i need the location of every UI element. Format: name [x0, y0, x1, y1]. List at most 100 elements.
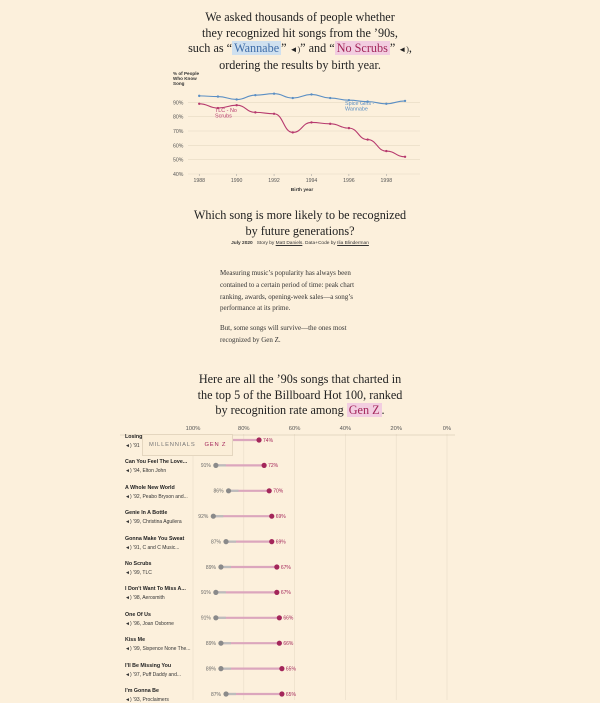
speaker-icon[interactable]: ◄)	[125, 646, 134, 653]
x-tick-label: 100%	[186, 426, 201, 432]
speaker-icon[interactable]: ◄)	[398, 45, 409, 54]
millennials-dot	[213, 462, 219, 468]
genz-dot	[269, 539, 275, 545]
no-scrubs-highlight[interactable]: No Scrubs	[334, 41, 390, 55]
genz-dot	[256, 437, 262, 443]
song-artist: Christina Aguilera	[142, 519, 182, 526]
speaker-icon[interactable]: ◄)	[125, 443, 134, 449]
millennials-value-label: 89%	[206, 666, 217, 672]
genz-value-label: 70%	[273, 489, 284, 495]
data-point	[310, 121, 313, 124]
song-title: No Scrubs	[125, 561, 152, 567]
song-meta: ◄) ’91, C and C Music...	[125, 545, 195, 551]
genz-value-label: 66%	[283, 641, 294, 647]
song-title: Gonna Make You Sweat	[125, 535, 185, 542]
story-author-link[interactable]: Matt Daniels	[275, 241, 303, 246]
y-tick-label: 70%	[173, 129, 184, 135]
byline-date: July 2020	[231, 241, 253, 246]
series-line-spice-girls	[199, 93, 406, 105]
x-tick-label: 40%	[340, 426, 352, 432]
speaker-icon[interactable]: ◄)	[125, 544, 134, 551]
genz-dot	[276, 640, 282, 646]
legend: MILLENNIALS GEN Z	[142, 434, 234, 456]
x-tick-label: 20%	[390, 426, 402, 432]
song-artist: Proclaimers	[142, 697, 169, 703]
speaker-icon[interactable]: ◄)	[125, 519, 134, 526]
song-meta: ◄) ’98, Aerosmith	[125, 595, 195, 601]
song-title: Can You Feel The Love...	[125, 459, 188, 466]
body-paragraph-2: But, some songs will survive—the ones mo…	[220, 324, 347, 344]
millennials-dot	[213, 615, 219, 621]
wannabe-highlight[interactable]: Wannabe	[232, 41, 282, 55]
data-point	[254, 93, 257, 97]
data-point	[198, 94, 201, 98]
song-year: ’99,	[133, 519, 143, 526]
x-tick-label: 1996	[343, 178, 355, 184]
question-heading: Which song is more likely to be recogniz…	[193, 208, 407, 238]
genz-value-label: 69%	[276, 514, 287, 520]
millennials-dot	[225, 488, 232, 494]
millennials-dot	[210, 513, 216, 519]
speaker-icon[interactable]: ◄)	[289, 45, 301, 54]
genz-value-label: 65%	[286, 666, 297, 672]
genz-value-label: 67%	[281, 590, 292, 596]
genz-dot	[279, 666, 285, 672]
millennials-dot	[223, 691, 229, 697]
series-line-tlc	[199, 103, 406, 158]
x-tick-label: 1990	[231, 178, 243, 184]
code-author-link[interactable]: Ilia Blinderman	[337, 241, 369, 246]
millennials-value-label: 89%	[206, 641, 217, 647]
y-tick-label: 50%	[173, 158, 184, 164]
millennials-value-label: 87%	[211, 539, 222, 545]
genz-value-label: 67%	[281, 565, 292, 571]
genz-dot	[261, 462, 267, 468]
intro-line-4: ordering the results by birth year.	[219, 57, 381, 72]
song-artist: TLC	[142, 570, 152, 576]
genz-dot	[269, 513, 275, 519]
song-meta: ◄) ’91	[125, 443, 195, 449]
speaker-icon[interactable]: ◄)	[125, 570, 134, 576]
song-year: ’99,	[133, 570, 143, 576]
data-point	[216, 106, 220, 110]
song-title: One Of Us	[125, 611, 151, 618]
song-year: ’94,	[133, 468, 143, 475]
speaker-icon[interactable]: ◄)	[125, 620, 134, 627]
song-label-block: One Of Us ◄) ’96, Joan Osborne	[125, 612, 195, 627]
x-tick-label: 1992	[268, 178, 280, 184]
song-title: Genie In A Bottle	[125, 510, 168, 517]
data-point	[385, 149, 388, 153]
data-point	[254, 111, 257, 114]
song-meta: ◄) ’99, Christina Aguilera	[125, 519, 195, 525]
intro-line-3: such as “Wannabe” ◄)” and “No Scrubs” ◄)…	[188, 41, 412, 55]
song-title: I'm Gonna Be	[125, 688, 159, 694]
speaker-icon[interactable]: ◄)	[125, 493, 134, 500]
y-tick-label: 40%	[173, 172, 184, 178]
genz-value-label: 69%	[276, 539, 287, 545]
intro-line-2: they recognized hit songs from the ’90s,	[202, 25, 398, 40]
song-artist: Peabo Bryson and...	[142, 493, 188, 500]
song-year: ’96,	[133, 620, 143, 627]
data-point	[216, 95, 220, 98]
speaker-icon[interactable]: ◄)	[125, 468, 134, 475]
song-meta: ◄) ’99, Sixpence None The...	[125, 646, 195, 652]
speaker-icon[interactable]: ◄)	[125, 595, 134, 602]
song-artist: Joan Osborne	[142, 620, 174, 627]
millennials-dot	[218, 640, 224, 646]
data-point	[291, 96, 294, 100]
series-label-tlc: TLC - No Scrubs	[215, 108, 237, 120]
x-tick-label: 60%	[289, 426, 301, 432]
y-tick-label: 90%	[173, 100, 184, 106]
song-year: ’92,	[133, 493, 143, 500]
data-point	[385, 102, 388, 105]
y-axis-label: % of People Who Know Song	[173, 71, 199, 86]
genz-value-label: 74%	[263, 438, 274, 444]
body-paragraph-1: Measuring music’s popularity has always …	[220, 269, 355, 313]
speaker-icon[interactable]: ◄)	[125, 671, 134, 678]
song-artist: Aerosmith	[142, 595, 165, 602]
song-meta: ◄) ’93, Proclaimers	[125, 697, 195, 703]
genz-value-label: 66%	[283, 616, 294, 622]
data-point	[366, 138, 369, 141]
song-meta: ◄) ’99, TLC	[125, 570, 195, 576]
speaker-icon[interactable]: ◄)	[125, 697, 134, 703]
data-point	[403, 155, 407, 158]
